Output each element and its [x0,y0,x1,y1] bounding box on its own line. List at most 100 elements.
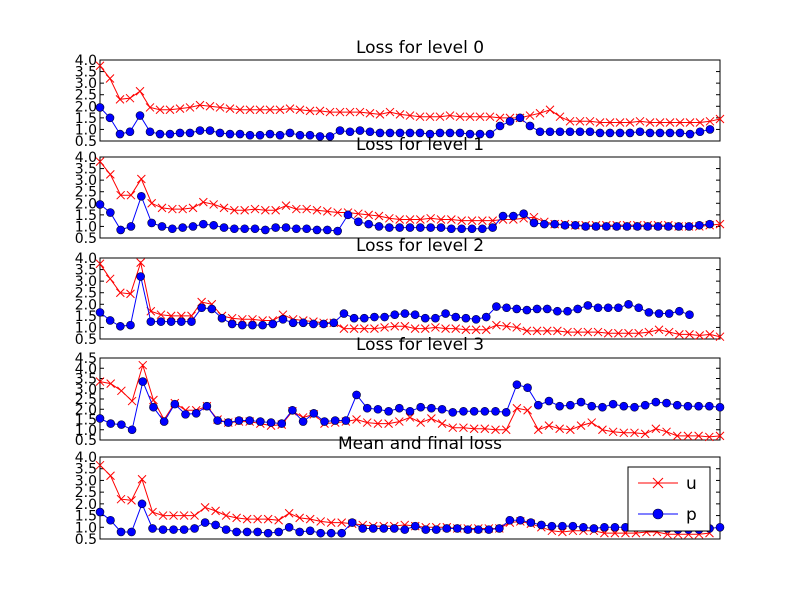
data-point-p [515,113,525,123]
data-point-u [522,326,532,336]
data-point-p [643,222,652,231]
data-point-p [295,527,304,537]
data-point-p [205,126,215,135]
data-point-p [441,309,450,318]
data-point-p [451,312,461,322]
data-point-u [337,518,347,527]
subplot-2: Loss for level 2 0.51.01.52.02.53.03.54.0 [75,236,725,348]
data-point-p [565,127,575,137]
data-point-u [185,103,195,112]
data-point-u [715,219,725,229]
data-point-p [333,226,342,236]
data-point-u [316,517,326,526]
data-point-p [654,309,664,318]
chart-title: Mean and final loss [338,434,502,454]
legend-marker [652,477,664,489]
data-point-p [385,128,395,138]
data-point-p [457,224,466,234]
data-point-p [237,320,247,330]
data-point-p [352,390,361,400]
data-point-p [436,223,446,232]
data-point-u [685,118,695,127]
data-point-p [312,225,322,235]
data-point-u [619,428,629,438]
y-tick-label: 1.0 [75,520,97,536]
data-point-u [595,118,605,127]
data-point-p [651,397,661,407]
data-point-u [480,424,490,434]
data-point-p [695,127,705,137]
data-point-p [505,117,515,126]
data-point-p [593,303,603,313]
data-point-p [197,303,206,313]
data-point-p [345,127,355,137]
data-point-p [465,129,475,139]
data-point-p [467,224,477,234]
data-point-p [591,222,601,231]
y-tick-label: 1.0 [75,122,97,138]
data-point-u [662,427,671,437]
data-point-p [374,222,384,231]
y-tick-label: 2.5 [75,485,97,501]
data-point-u [704,432,714,442]
data-point-u [512,323,522,332]
data-point-p [191,409,201,418]
data-point-u [385,107,395,117]
data-point-u [136,258,146,267]
data-point-p [583,301,593,310]
y-tick-label: 4.0 [75,361,97,377]
y-tick-label: 3.0 [75,76,97,92]
data-point-u [352,415,361,424]
data-point-p [362,403,372,413]
plot-area [99,357,721,441]
data-point-p [298,318,308,328]
data-point-p [281,223,291,232]
data-point-u [339,324,349,333]
data-point-p [523,383,532,393]
data-point-p [263,528,273,538]
data-point-p [323,225,332,235]
data-point-u [436,215,446,224]
data-point-p [498,211,508,221]
y-tick-label: 3.5 [75,263,97,279]
data-point-u [445,111,455,120]
data-point-p [138,377,148,386]
data-point-u [491,425,500,435]
data-point-p [136,272,145,281]
data-point-p [589,524,599,533]
data-point-p [445,128,455,138]
data-point-u [158,511,168,520]
data-point-u [593,327,603,337]
data-point-p [542,304,552,314]
series-line-u [99,260,721,338]
data-point-u [553,326,562,336]
data-point-p [343,210,353,220]
data-point-u [205,101,215,111]
data-point-u [105,74,115,83]
data-point-u [415,112,425,122]
subplot-4: Mean and final loss0.51.01.52.02.53.03.5… [75,434,725,548]
data-point-p [550,219,559,229]
data-point-p [495,524,504,533]
data-point-p [347,518,357,527]
data-point-u [598,425,607,435]
data-point-p [261,225,270,235]
data-point-p [395,223,404,232]
data-point-u [305,514,315,524]
data-point-u [271,205,281,215]
data-point-p [95,308,105,317]
data-point-p [95,103,105,112]
data-point-p [221,525,231,534]
data-point-u [475,112,485,122]
data-point-p [612,222,621,231]
data-point-p [95,507,105,517]
data-point-p [326,528,336,538]
y-tick-label: 4.0 [75,53,97,69]
data-point-u [117,386,126,396]
data-point-u [485,112,495,122]
data-point-p [127,425,137,435]
data-point-p [232,527,241,537]
data-point-p [431,525,441,534]
data-point-p [600,522,609,532]
y-tick-label: 3.0 [75,473,97,489]
